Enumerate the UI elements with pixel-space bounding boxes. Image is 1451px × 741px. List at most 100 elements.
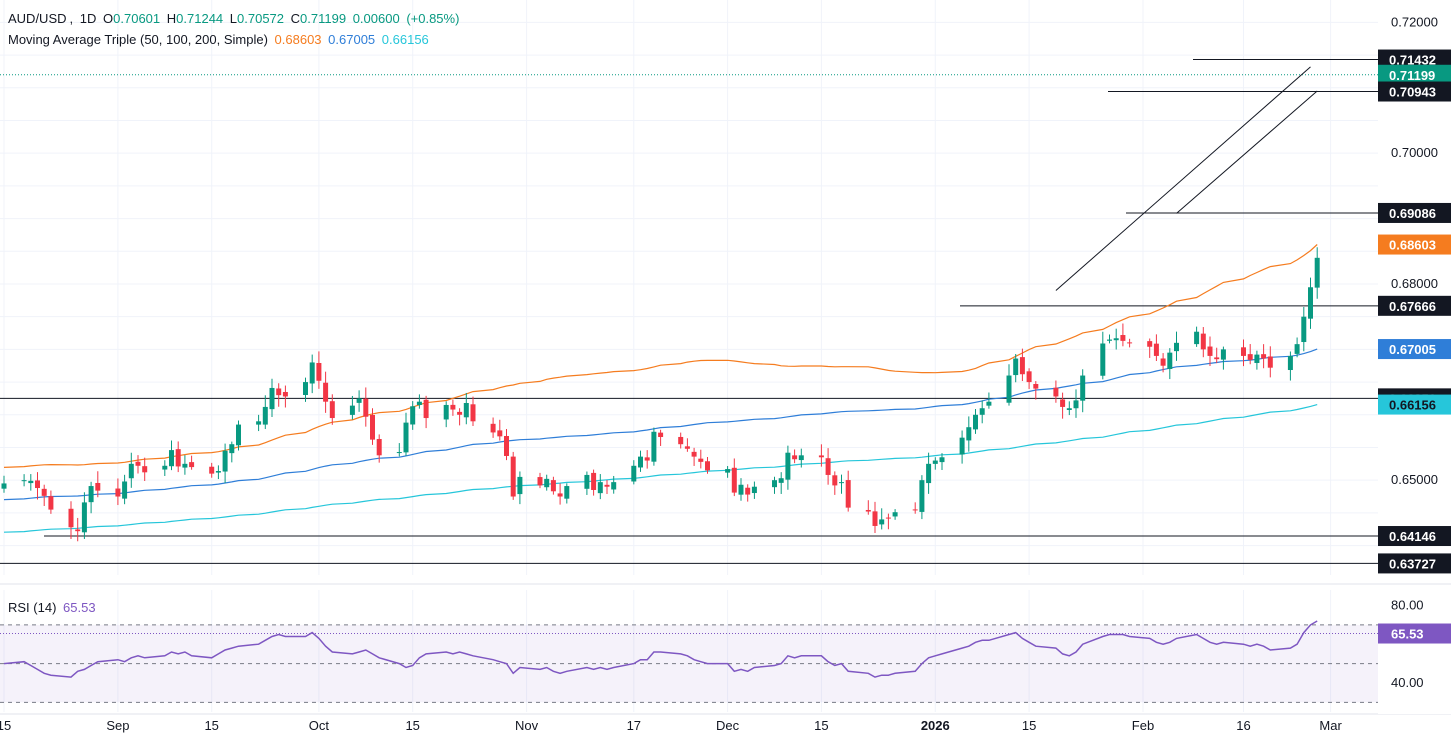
- candle: [745, 484, 751, 502]
- candle-body: [979, 408, 985, 415]
- candle: [504, 429, 509, 461]
- candle-body: [1127, 342, 1133, 344]
- candle: [182, 455, 188, 475]
- candle: [269, 378, 275, 418]
- candle: [798, 448, 804, 468]
- candle-body: [416, 401, 422, 405]
- candle: [41, 484, 47, 507]
- candle: [631, 460, 637, 485]
- candle-body: [778, 478, 784, 483]
- candle: [28, 474, 34, 491]
- time-tick-label: 16: [1236, 718, 1250, 733]
- time-tick-label: 15: [1022, 718, 1036, 733]
- price-axis[interactable]: 0.72000 0.70000 0.68000 0.65000 0.714320.711…: [1378, 0, 1451, 714]
- candle-body: [122, 481, 128, 499]
- candle-body: [135, 461, 141, 466]
- candle: [1113, 328, 1119, 350]
- price-label: 0.71199: [1378, 64, 1451, 85]
- candle-body: [1261, 354, 1267, 359]
- candle-body: [926, 463, 932, 484]
- change-value: 0.00600: [352, 11, 400, 26]
- candle: [1308, 277, 1313, 329]
- candle-body: [189, 462, 195, 468]
- candle-body: [21, 480, 27, 482]
- candle-body: [376, 438, 382, 456]
- candle-body: [798, 455, 804, 461]
- candle: [1006, 364, 1012, 406]
- price-tick-label: 0.68000: [1391, 276, 1438, 291]
- rsi-legend-label: RSI (14): [8, 600, 57, 615]
- candle-body: [872, 511, 878, 526]
- time-axis[interactable]: 15 Sep 15 Oct 15 Nov 17 Dec 15 2026 15 Feb 16 Mar: [0, 718, 1342, 733]
- candle-body: [544, 478, 550, 488]
- candle-body: [517, 476, 523, 495]
- candle: [684, 438, 690, 452]
- candle-body: [1287, 355, 1293, 371]
- candle-body: [1314, 257, 1320, 288]
- candle-body: [1254, 354, 1260, 363]
- candle: [1241, 339, 1246, 367]
- candle-body: [457, 411, 463, 415]
- time-tick-label: Sep: [106, 718, 129, 733]
- candle: [463, 392, 469, 425]
- candle-body: [1107, 339, 1112, 341]
- candle: [1214, 347, 1220, 364]
- price-label-text: 0.71199: [1389, 68, 1435, 83]
- candle: [1301, 306, 1307, 352]
- candle: [564, 483, 570, 504]
- candle: [644, 450, 650, 469]
- price-label: 0.66156: [1378, 394, 1451, 415]
- candle: [778, 472, 784, 494]
- candle-body: [832, 475, 838, 486]
- rsi-value-text: 65.53: [1391, 627, 1424, 642]
- open-value: 0.70601: [113, 11, 161, 26]
- candle-body: [557, 493, 563, 497]
- rsi-value-label: 65.53: [1378, 623, 1451, 644]
- ma-legend: Moving Average Triple (50, 100, 200, Sim…: [8, 32, 432, 47]
- rsi-legend-value: 65.53: [63, 600, 96, 615]
- price-label-bg: [1378, 202, 1451, 223]
- candle: [892, 509, 898, 520]
- price-label-text: 0.70943: [1389, 85, 1436, 100]
- candle: [912, 502, 918, 514]
- candle-body: [41, 488, 47, 496]
- candle-body: [182, 463, 188, 468]
- candle-body: [745, 487, 751, 495]
- candle: [959, 430, 965, 464]
- candle: [1127, 338, 1133, 348]
- candle-body: [262, 406, 268, 425]
- candle-body: [256, 421, 262, 425]
- candle-body: [68, 508, 74, 528]
- price-grid: [0, 0, 1451, 715]
- price-label-bg: [1378, 339, 1451, 360]
- candle: [1207, 336, 1213, 367]
- candle: [792, 449, 798, 464]
- candle: [128, 452, 134, 488]
- candle: [658, 429, 664, 446]
- candle-body: [229, 444, 235, 454]
- candle-body: [1013, 358, 1019, 376]
- candle-body: [303, 382, 308, 396]
- time-tick-label: 15: [0, 718, 11, 733]
- candle: [175, 441, 181, 473]
- candle-body: [939, 457, 945, 463]
- candle: [1220, 346, 1226, 370]
- candle: [81, 492, 87, 539]
- candle: [1053, 380, 1059, 403]
- candle: [423, 395, 429, 429]
- candle: [68, 501, 74, 539]
- price-label-text: 0.67005: [1389, 342, 1436, 357]
- candle: [209, 462, 215, 478]
- candle: [48, 490, 54, 514]
- candle: [142, 457, 148, 481]
- candle: [879, 508, 885, 530]
- candle-body: [986, 401, 992, 406]
- candle: [169, 440, 174, 471]
- candle-body: [1066, 408, 1072, 410]
- candle: [839, 474, 844, 494]
- candle-body: [309, 362, 315, 384]
- candle: [584, 471, 590, 495]
- symbol-label: AUD/USD: [8, 11, 67, 26]
- ma50-value: 0.68603: [274, 32, 322, 47]
